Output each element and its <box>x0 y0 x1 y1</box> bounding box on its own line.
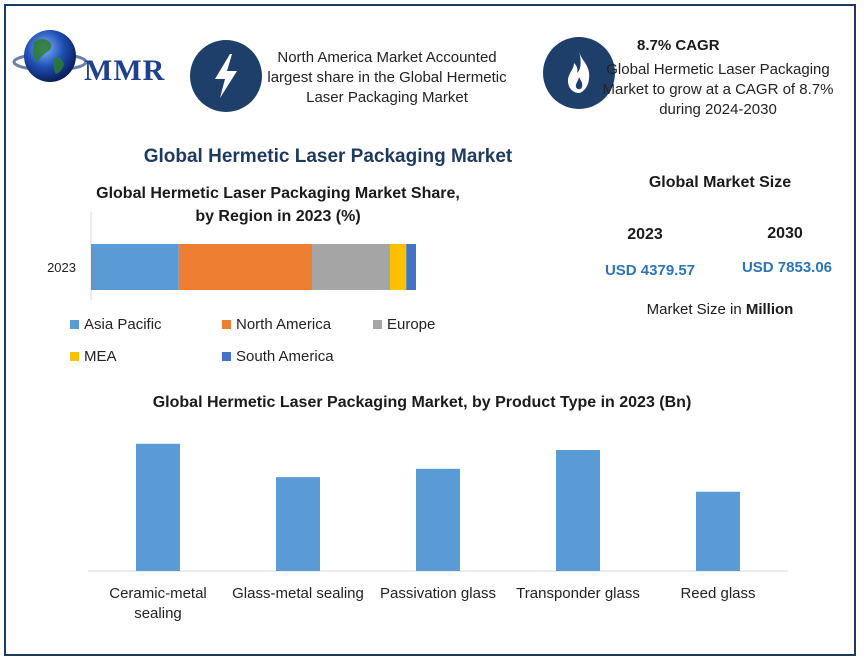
stack-segment-europe <box>312 244 390 290</box>
region-share-chart: 2023 Asia Pacific North America Europe MEA S… <box>47 212 435 365</box>
bar-passivation-glass <box>416 468 460 571</box>
stack-segment-south-america <box>406 244 416 290</box>
flame-icon <box>543 37 615 109</box>
unit-prefix: Market Size in <box>646 301 746 318</box>
stack-segment-north-america <box>178 244 312 290</box>
legend-label: North America <box>236 316 332 333</box>
infographic-frame <box>4 4 856 656</box>
year-label-2023: 2023 <box>627 226 663 243</box>
mmr-logo: MMR <box>12 24 172 94</box>
market-size-title: Global Market Size <box>648 174 792 191</box>
market-value-2023: USD 4379.57 <box>604 262 696 279</box>
legend-label: South America <box>236 348 334 365</box>
legend-label: Asia Pacific <box>84 316 162 333</box>
legend-swatch <box>70 320 79 329</box>
legend-label: MEA <box>84 348 117 365</box>
stack-legend: Asia Pacific North America Europe MEA South … <box>70 316 435 365</box>
product-type-chart: Ceramic-metal sealing Glass-metal sealing P… <box>88 443 788 622</box>
bar-category-label: Transponder glass <box>516 585 640 602</box>
stack-category-label: 2023 <box>47 260 76 275</box>
stack-segment-mea <box>390 244 407 290</box>
stack-segment-asia-pacific <box>91 244 179 290</box>
north-america-highlight: North America Market Accounted largest s… <box>267 49 507 106</box>
bar-category-label: Passivation glass <box>380 585 496 602</box>
year-label-2030: 2030 <box>767 225 803 242</box>
market-value-2030: USD 7853.06 <box>741 259 833 276</box>
cagr-description: Global Hermetic Laser Packaging Market t… <box>602 61 834 118</box>
market-size-unit: Market Size in Million <box>620 301 820 318</box>
bar-transponder-glass <box>556 450 600 571</box>
legend-swatch <box>373 320 382 329</box>
legend-swatch <box>70 352 79 361</box>
bar-category-label: Ceramic-metal sealing <box>109 585 207 622</box>
cagr-title: 8.7% CAGR <box>637 37 720 54</box>
unit-bold: Million <box>745 301 794 318</box>
bar-reed-glass <box>696 491 740 571</box>
page-title: Global Hermetic Laser Packaging Market <box>143 146 513 167</box>
bar-category-label: Glass-metal sealing <box>232 585 364 602</box>
legend-swatch <box>222 352 231 361</box>
bar-category-label: Reed glass <box>680 585 755 602</box>
lightning-bolt-icon <box>190 40 262 112</box>
legend-label: Europe <box>387 316 435 333</box>
legend-swatch <box>222 320 231 329</box>
globe-icon <box>12 30 88 82</box>
bar-glass-metal-sealing <box>276 477 320 571</box>
product-chart-title: Global Hermetic Laser Packaging Market, … <box>152 394 692 411</box>
region-chart-title: Global Hermetic Laser Packaging Market S… <box>96 185 460 225</box>
bar-marks <box>136 443 740 571</box>
stack-segments <box>91 244 416 290</box>
bar-labels: Ceramic-metal sealing Glass-metal sealing P… <box>109 585 755 622</box>
logo-text: MMR <box>84 54 166 87</box>
bar-ceramic-metal-sealing <box>136 443 180 571</box>
